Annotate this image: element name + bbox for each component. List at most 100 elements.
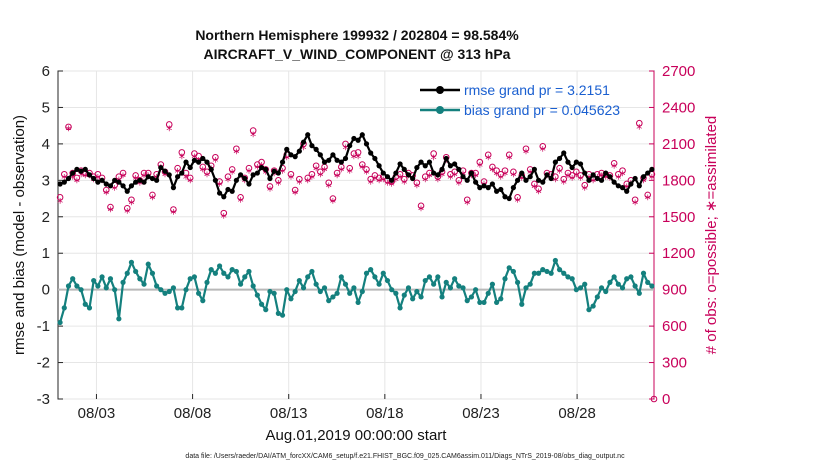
obs-possible-point [195,152,202,160]
rmse-point [502,194,508,200]
bias-point [175,305,181,311]
rmse-point [305,132,311,138]
rmse-point [527,174,533,180]
bias-point [456,283,462,289]
bias-point [200,298,206,304]
rmse-point [82,166,88,172]
obs-possible-point [346,164,354,172]
bias-point [548,270,554,276]
rmse-point [154,177,160,183]
bias-point [619,285,626,291]
obs-possible-point [56,194,64,201]
bias-point [393,290,399,296]
obs-possible-point [531,180,538,188]
bias-point [317,288,323,295]
rmse-point [204,159,210,165]
obs-assimilated-point: * [615,172,621,186]
rmse-point [263,166,269,172]
obs-possible-point [275,177,282,184]
rmse-point [99,177,105,183]
bias-point [254,292,260,298]
rmse-point [519,170,525,176]
bias-point [82,301,88,307]
rmse-point [334,157,340,163]
rmse-point [321,159,328,165]
rmse-point [279,159,286,165]
obs-assimilated-point: * [187,176,193,190]
rmse-point [196,159,202,165]
rmse-point [212,177,218,183]
rmse-point [632,175,638,182]
right-axis-label: # of obs: o=possible; ∗=assimilated [703,116,720,355]
obs-assimilated-point: * [485,152,491,166]
bias-point [225,274,231,280]
rmse-point [116,179,122,185]
obs-possible-point [497,170,505,178]
rmse-point [439,166,445,172]
obs-possible-point [212,153,219,161]
obs-assimilated-point: * [284,152,290,166]
bias-point [191,274,198,280]
bias-point [112,287,118,293]
obs-assimilated-point: * [343,143,349,157]
obs-possible-point [413,179,421,187]
bias-point [133,268,139,275]
obs-assimilated-point: * [271,168,277,182]
obs-assimilated-point: * [418,203,424,217]
obs-possible-point [610,160,618,167]
obs-assimilated-point: * [611,161,617,175]
rmse-point [137,177,143,183]
obs-possible-point [476,158,484,166]
obs-possible-point [430,150,437,157]
bias-point [305,274,311,280]
rmse-point [309,143,315,149]
rmse-point [120,183,126,189]
rmse-point [183,159,189,165]
obs-assimilated-point: * [552,174,558,188]
rmse-point [158,164,164,171]
rmse-point [556,155,563,162]
rmse-point [443,155,449,162]
bias-point [477,299,483,306]
obs-possible-point [350,150,358,157]
bias-point [645,279,651,285]
obs-assimilated-point: * [452,169,458,183]
obs-possible-point [203,168,211,176]
obs-assimilated-point: * [569,173,575,187]
obs-possible-point [115,173,123,180]
bias-point [561,270,567,276]
rmse-point [540,179,546,185]
obs-assimilated-point: * [86,171,92,185]
obs-assimilated-point: * [355,151,361,165]
obs-assimilated-point: * [389,179,395,193]
bias-point [594,294,600,300]
obs-assimilated-point: * [649,172,655,186]
obs-assimilated-point: * [414,180,420,194]
rmse-point [78,168,84,174]
obs-assimilated-point: * [624,182,630,196]
rmse-point [250,172,256,178]
bias-point [586,307,592,313]
obs-possible-point [325,179,333,187]
obs-possible-point [468,169,475,177]
right-tick-label: 1200 [662,245,695,262]
obs-possible-layer [56,119,658,403]
rmse-point [342,155,349,162]
obs-possible-point [220,209,228,217]
bias-point [510,268,516,275]
bias-point [481,299,487,306]
obs-possible-point [266,183,274,190]
bias-point [61,305,67,311]
bias-point [384,277,391,284]
rmse-point [456,166,462,172]
plot-area [57,70,655,400]
rmse-point [141,179,147,185]
obs-possible-point [650,395,658,403]
bias-point [611,274,617,280]
rmse-point [473,179,479,185]
legend-rmse-marker [436,86,444,94]
rmse-point [221,194,227,200]
obs-assimilated-point: * [582,183,588,197]
obs-possible-point [245,164,253,172]
rmse-point [431,170,437,176]
